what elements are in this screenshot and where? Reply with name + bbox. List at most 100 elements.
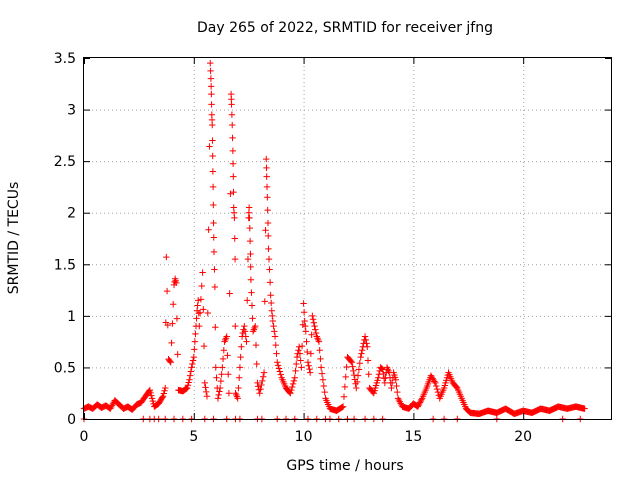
data-point [244,255,252,263]
data-point [318,370,326,377]
data-point [377,364,385,372]
data-point [183,385,190,392]
data-point [185,379,192,386]
data-point [174,351,181,358]
data-point [388,379,396,387]
data-point [274,362,282,369]
data-point [353,378,361,386]
data-point [233,393,241,400]
data-point [207,75,215,82]
data-point [218,371,225,378]
data-point [219,364,226,371]
data-point [355,366,363,373]
data-point [189,360,196,368]
y-tick-label: 3.5 [54,51,76,67]
data-point [320,382,327,390]
data-point [246,214,253,222]
data-point [392,376,400,384]
data-point [203,388,210,396]
data-point [305,362,312,369]
data-point [303,338,310,345]
data-point [248,302,256,309]
data-point [288,383,296,391]
data-point [268,307,275,314]
data-point [340,393,348,400]
data-point [319,376,327,384]
data-point [253,360,260,368]
data-point [201,379,208,387]
data-point [182,385,189,393]
data-point [148,395,156,402]
data-point [362,336,369,344]
data-point [252,341,260,349]
data-point [259,373,267,380]
data-point [196,322,203,330]
data-point [173,315,181,322]
data-point [272,341,279,349]
data-point [380,370,387,378]
data-point [209,152,216,160]
data-point [433,382,440,390]
data-point [257,385,264,393]
data-point [361,333,369,340]
data-point [228,101,235,108]
x-tick-label: 5 [189,429,198,445]
data-point [222,335,230,342]
data-point [414,403,421,410]
data-point [431,378,438,385]
data-point [214,395,222,402]
x-tick-label: 20 [514,429,532,445]
data-point [266,266,273,273]
data-point [204,309,211,317]
data-point [354,372,362,379]
data-point [289,380,297,388]
data-point [581,405,588,412]
data-point [216,388,223,395]
y-tick-label: 1 [67,309,76,325]
data-point [307,350,315,357]
x-tick-label: 15 [404,429,422,445]
data-point [159,393,167,400]
data-point [238,343,245,350]
data-point [207,67,214,75]
data-point [146,386,154,394]
data-point [198,282,205,290]
data-point [300,309,308,316]
data-point [291,374,298,381]
data-point [263,183,271,191]
data-point [210,219,217,227]
plot-frame [83,57,612,420]
data-point [264,206,271,214]
data-point [189,357,197,364]
data-point [188,364,195,371]
data-point [252,322,259,330]
data-point [226,290,233,297]
data-point [209,183,217,191]
data-point [171,278,178,286]
data-point [169,320,176,327]
grid-lines [84,58,611,419]
data-point [159,394,166,401]
data-point [363,340,370,347]
data-point [342,373,349,381]
data-point [267,292,274,299]
data-point [251,324,258,332]
data-point [275,365,283,372]
data-point [213,374,220,381]
data-point [290,377,298,385]
data-point [297,357,304,364]
data-point [193,315,200,322]
data-point [208,101,215,108]
x-tick-label: 10 [295,429,313,445]
data-point [217,377,225,385]
data-point [264,194,271,201]
data-point [228,111,236,118]
data-point [312,329,320,337]
data-point [246,224,253,232]
data-point [216,384,224,392]
data-point [225,390,233,397]
data-point [364,357,372,364]
data-point [256,390,263,397]
y-tick-label: 0 [67,412,76,428]
data-point [302,328,309,335]
